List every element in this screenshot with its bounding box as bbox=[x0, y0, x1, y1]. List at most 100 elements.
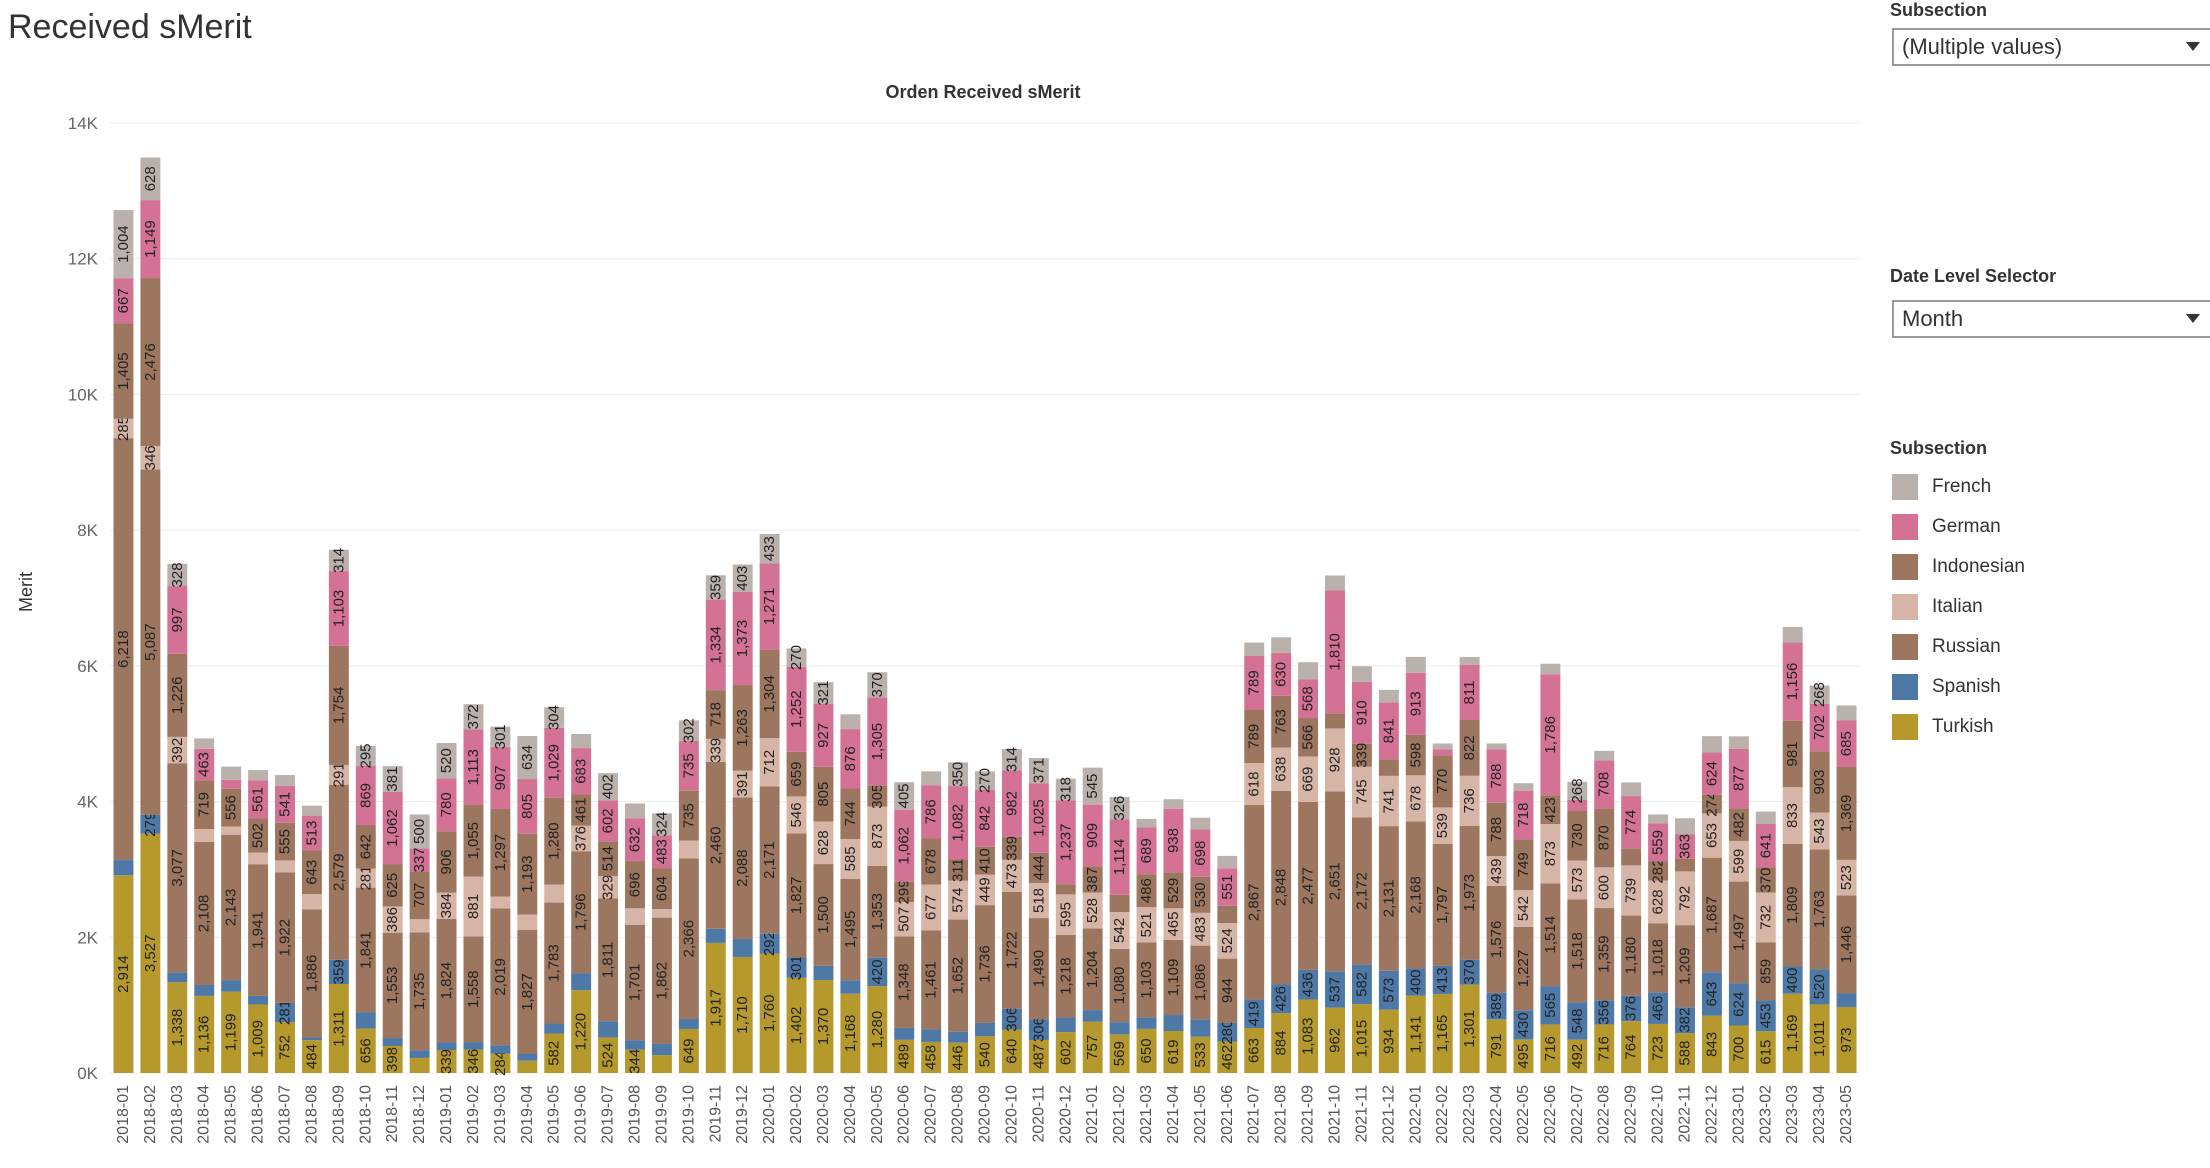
data-label: 439 bbox=[1488, 859, 1505, 884]
y-tick-label: 6K bbox=[77, 657, 98, 676]
data-label: 582 bbox=[546, 1041, 563, 1066]
data-label: 1,497 bbox=[1730, 914, 1747, 952]
date-level-dropdown[interactable]: Month bbox=[1892, 300, 2210, 338]
data-label: 1,015 bbox=[1353, 1020, 1370, 1058]
data-label: 1,109 bbox=[1165, 959, 1182, 997]
bar-segment-indonesian bbox=[975, 846, 995, 875]
data-label: 927 bbox=[815, 723, 832, 748]
data-label: 822 bbox=[1461, 735, 1478, 760]
data-label: 732 bbox=[1757, 905, 1774, 930]
bar-segment-russian bbox=[221, 834, 242, 981]
legend-item-german[interactable]: German bbox=[1892, 510, 2001, 544]
data-label: 1,402 bbox=[788, 1007, 805, 1045]
bar-segment-italian bbox=[409, 919, 430, 933]
data-label: 1,103 bbox=[1138, 961, 1155, 999]
bar-segment-spanish bbox=[140, 814, 161, 834]
data-label: 628 bbox=[142, 166, 159, 191]
x-tick-label: 2019-09 bbox=[653, 1085, 670, 1144]
bar-segment-italian bbox=[1163, 908, 1184, 940]
legend-item-spanish[interactable]: Spanish bbox=[1892, 670, 2001, 704]
data-label: 565 bbox=[1542, 993, 1559, 1018]
bar-segment-german bbox=[1190, 829, 1211, 877]
data-label: 500 bbox=[411, 819, 428, 844]
legend-item-french[interactable]: French bbox=[1892, 470, 1991, 504]
data-label: 1,359 bbox=[1596, 935, 1613, 973]
bar-segment-spanish bbox=[1244, 999, 1265, 1029]
data-label: 551 bbox=[1219, 875, 1236, 900]
bar-segment-french bbox=[1513, 783, 1534, 791]
bar-segment-german bbox=[732, 591, 753, 686]
data-label: 458 bbox=[923, 1045, 940, 1070]
bar-segment-italian bbox=[1217, 923, 1238, 959]
data-label: 913 bbox=[1407, 691, 1424, 716]
data-label: 282 bbox=[1650, 859, 1667, 884]
data-label: 281 bbox=[357, 866, 374, 891]
bar-segment-turkish bbox=[517, 1060, 538, 1073]
bar-segment-italian bbox=[1325, 728, 1345, 792]
bar-segment-french bbox=[921, 771, 942, 786]
bar-segment-german bbox=[1217, 868, 1238, 906]
legend-item-italian[interactable]: Italian bbox=[1892, 590, 1983, 624]
bar-segment-german bbox=[571, 748, 592, 795]
bar-segment-indonesian bbox=[1755, 867, 1776, 893]
data-label: 370 bbox=[1461, 960, 1478, 985]
data-label: 873 bbox=[869, 824, 886, 849]
bar-segment-french bbox=[1486, 743, 1507, 750]
bar-segment-russian bbox=[436, 918, 457, 1043]
data-label: 270 bbox=[788, 645, 805, 670]
legend-label: Spanish bbox=[1932, 676, 2001, 697]
bar-segment-turkish bbox=[1513, 1039, 1534, 1073]
data-label: 903 bbox=[1811, 769, 1828, 794]
legend-item-russian[interactable]: Russian bbox=[1892, 630, 2001, 664]
data-label: 555 bbox=[277, 829, 294, 854]
bar-segment-turkish bbox=[167, 982, 188, 1073]
subsection-filter-dropdown[interactable]: (Multiple values) bbox=[1892, 28, 2210, 66]
bar-segment-indonesian bbox=[194, 780, 215, 829]
x-tick-label: 2022-05 bbox=[1515, 1085, 1532, 1144]
data-label: 281 bbox=[277, 1000, 294, 1025]
bar-segment-german bbox=[948, 786, 969, 860]
y-tick-label: 10K bbox=[68, 385, 99, 404]
data-label: 392 bbox=[169, 738, 186, 763]
bar-segment-russian bbox=[1244, 805, 1265, 1000]
bar-segment-indonesian bbox=[275, 822, 295, 861]
bar-segment-german bbox=[1540, 674, 1561, 796]
data-label: 381 bbox=[384, 767, 401, 792]
bar-segment-indonesian bbox=[1055, 884, 1076, 895]
data-label: 1,710 bbox=[734, 996, 751, 1034]
bar-segment-french bbox=[409, 814, 430, 849]
data-label: 1,922 bbox=[277, 919, 294, 957]
bar-segment-indonesian bbox=[1567, 811, 1588, 861]
data-label: 1,722 bbox=[1003, 932, 1020, 970]
x-tick-label: 2018-02 bbox=[142, 1085, 159, 1144]
x-tick-label: 2019-12 bbox=[734, 1085, 751, 1144]
data-label: 1,576 bbox=[1488, 921, 1505, 959]
bar-segment-italian bbox=[867, 806, 888, 866]
bar-segment-french bbox=[140, 157, 161, 201]
x-tick-label: 2023-04 bbox=[1811, 1085, 1828, 1144]
data-label: 643 bbox=[1703, 981, 1720, 1006]
data-label: 569 bbox=[1111, 1041, 1128, 1066]
data-label: 384 bbox=[438, 893, 455, 918]
legend-item-indonesian[interactable]: Indonesian bbox=[1892, 550, 2025, 584]
bar-segment-italian bbox=[786, 796, 807, 834]
bar-segment-turkish bbox=[1082, 1021, 1103, 1073]
bar-segment-spanish bbox=[894, 1027, 915, 1040]
bar-segment-spanish bbox=[1082, 1010, 1103, 1022]
data-label: 1,736 bbox=[977, 945, 994, 983]
bar-segment-german bbox=[1405, 672, 1426, 735]
bar-segment-russian bbox=[1648, 923, 1669, 993]
data-label: 588 bbox=[1677, 1041, 1694, 1066]
data-label: 1,446 bbox=[1838, 926, 1855, 964]
bar-segment-russian bbox=[1378, 826, 1399, 971]
data-label: 1,297 bbox=[492, 834, 509, 872]
legend-item-turkish[interactable]: Turkish bbox=[1892, 710, 1994, 744]
data-label: 346 bbox=[142, 445, 159, 470]
bar-segment-turkish bbox=[1836, 1006, 1857, 1073]
bar-segment-indonesian bbox=[1621, 848, 1642, 866]
data-label: 433 bbox=[761, 536, 778, 561]
bar-segment-russian bbox=[1325, 791, 1345, 972]
bar-segment-german bbox=[1432, 749, 1453, 756]
bar-segment-italian bbox=[921, 884, 942, 931]
bar-segment-turkish bbox=[1055, 1032, 1076, 1073]
